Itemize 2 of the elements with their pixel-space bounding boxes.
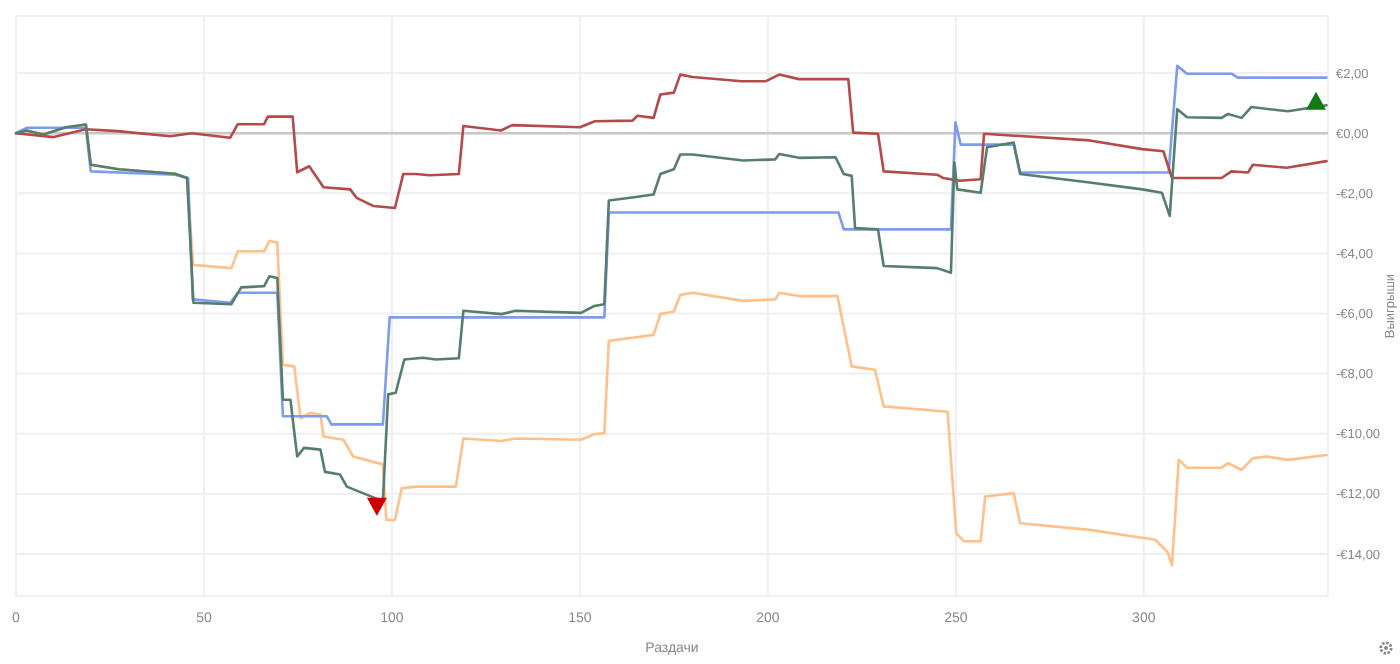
line-series <box>14 73 1328 210</box>
line-series <box>14 64 1328 426</box>
